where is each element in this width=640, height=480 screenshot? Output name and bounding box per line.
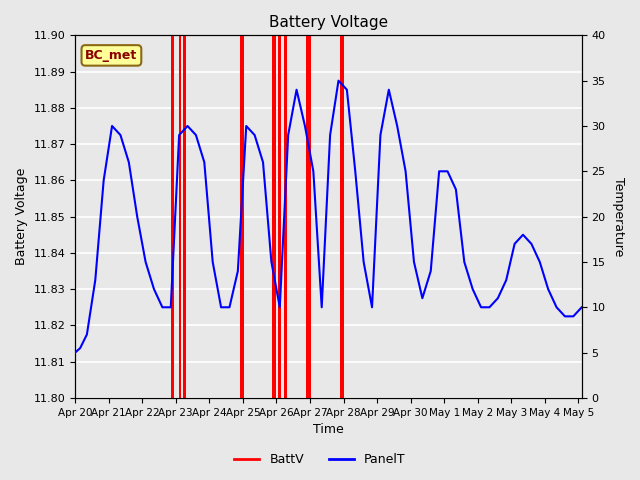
Y-axis label: Battery Voltage: Battery Voltage <box>15 168 28 265</box>
Bar <box>179 36 181 398</box>
Text: BC_met: BC_met <box>85 49 138 62</box>
Y-axis label: Temperature: Temperature <box>612 177 625 256</box>
Legend: BattV, PanelT: BattV, PanelT <box>229 448 411 471</box>
Bar <box>284 36 287 398</box>
Bar <box>183 36 186 398</box>
Title: Battery Voltage: Battery Voltage <box>269 15 388 30</box>
Bar <box>273 36 276 398</box>
Bar <box>306 36 310 398</box>
Bar <box>240 36 244 398</box>
Bar <box>278 36 282 398</box>
Bar <box>171 36 174 398</box>
Bar <box>339 36 344 398</box>
X-axis label: Time: Time <box>313 423 344 436</box>
